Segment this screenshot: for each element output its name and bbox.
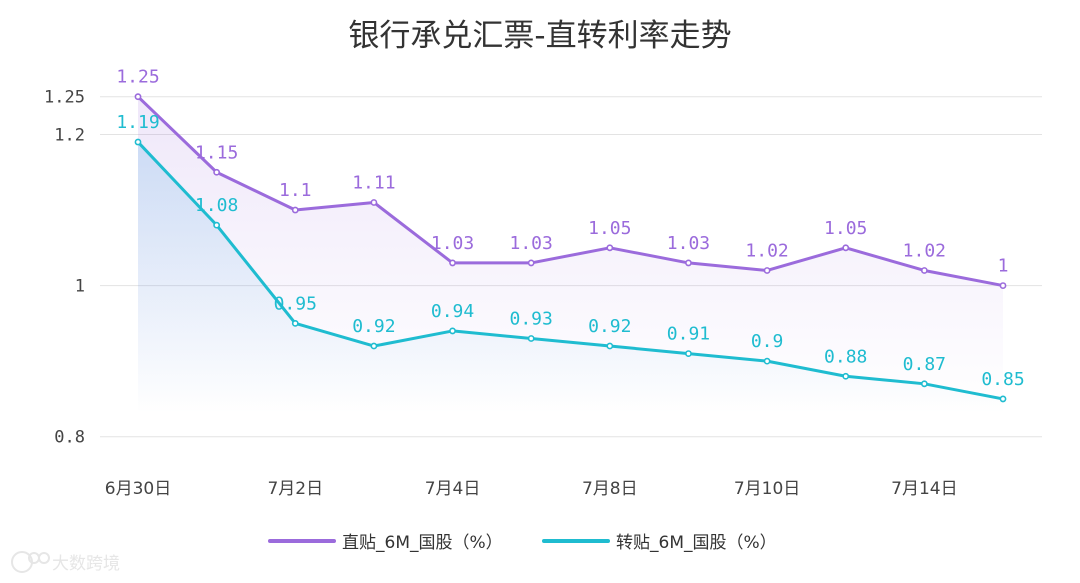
data-label: 0.88 [824, 346, 867, 367]
y-axis-ticks: 0.8 1 1.2 1.25 [44, 88, 85, 448]
data-label: 0.92 [588, 316, 631, 337]
data-point[interactable] [920, 267, 928, 274]
y-tick-label: 0.8 [54, 428, 85, 448]
x-tick-label: 7月2日 [267, 479, 323, 499]
data-label: 0.94 [431, 301, 474, 322]
data-label: 1.03 [667, 233, 710, 254]
watermark-logo-icon [11, 551, 50, 573]
data-label: 1.02 [903, 240, 946, 261]
data-point[interactable] [213, 221, 221, 229]
data-label: 0.9 [751, 331, 784, 352]
data-point[interactable] [291, 319, 299, 327]
series-line-1 [136, 140, 1005, 401]
y-tick-label: 1 [75, 277, 85, 297]
data-label: 0.95 [274, 293, 317, 314]
legend: 直贴_6M_国股（%） 转贴_6M_国股（%） [268, 533, 777, 553]
data-label: 1.1 [279, 180, 312, 201]
x-tick-label: 7月4日 [425, 479, 481, 499]
data-point[interactable] [685, 259, 692, 267]
data-label: 1.15 [195, 142, 238, 163]
series-points [134, 93, 1007, 403]
data-point[interactable] [763, 357, 771, 365]
data-point[interactable] [291, 206, 299, 214]
data-point[interactable] [999, 282, 1007, 289]
x-axis-ticks: 6月30日 7月2日 7月4日 7月8日 7月10日 7月14日 [105, 479, 958, 499]
x-tick-label: 7月8日 [582, 479, 638, 499]
data-point[interactable] [842, 244, 850, 252]
data-label: 1.11 [352, 172, 395, 193]
y-tick-label: 1.25 [44, 88, 85, 108]
data-point[interactable] [449, 327, 456, 335]
chart-title: 银行承兑汇票-直转利率走势 [348, 18, 731, 54]
data-point[interactable] [606, 342, 614, 350]
data-point[interactable] [449, 259, 456, 267]
data-point[interactable] [763, 267, 771, 274]
watermark: 大数跨境 [11, 551, 120, 574]
series-area-1 [138, 142, 1003, 415]
data-point[interactable] [134, 93, 142, 101]
x-tick-label: 7月14日 [891, 479, 957, 499]
data-labels: 1.25 1.15 1.1 1.11 1.03 1.03 1.05 1.03 1.02 1.05 1… [116, 67, 1024, 390]
data-label: 1.03 [510, 233, 553, 254]
data-point[interactable] [370, 342, 378, 350]
data-label: 1.08 [195, 195, 238, 216]
data-label: 1 [998, 256, 1009, 277]
data-point[interactable] [134, 138, 142, 146]
series-areas [138, 96, 1003, 415]
data-point[interactable] [370, 199, 378, 206]
legend-label-transfer: 转贴_6M_国股（%） [616, 533, 777, 553]
data-label: 0.91 [667, 324, 710, 345]
data-label: 1.05 [588, 218, 631, 239]
series-area-0 [138, 96, 1003, 414]
data-point[interactable] [842, 372, 850, 380]
data-label: 1.19 [116, 112, 159, 133]
legend-label-direct: 直贴_6M_国股（%） [342, 533, 503, 553]
data-label: 1.25 [116, 67, 159, 88]
y-tick-label: 1.2 [54, 125, 85, 145]
data-point[interactable] [527, 259, 535, 267]
data-label: 0.85 [981, 369, 1024, 390]
series-lines [136, 95, 1005, 401]
data-point[interactable] [213, 168, 221, 176]
data-point[interactable] [920, 380, 928, 388]
data-label: 1.05 [824, 218, 867, 239]
data-label: 0.93 [510, 308, 553, 329]
series-line-0 [136, 95, 1005, 288]
data-point[interactable] [685, 350, 692, 357]
data-point[interactable] [527, 335, 535, 342]
legend-item-direct[interactable]: 直贴_6M_国股（%） [268, 533, 503, 553]
watermark-text: 大数跨境 [52, 554, 120, 574]
data-point[interactable] [999, 395, 1007, 403]
x-tick-label: 7月10日 [734, 479, 800, 499]
x-tick-label: 6月30日 [105, 479, 171, 499]
data-label: 1.03 [431, 233, 474, 254]
data-label: 0.87 [903, 354, 946, 375]
data-label: 1.02 [745, 240, 788, 261]
data-point[interactable] [606, 244, 614, 252]
legend-item-transfer[interactable]: 转贴_6M_国股（%） [542, 533, 777, 553]
data-label: 0.92 [352, 316, 395, 337]
